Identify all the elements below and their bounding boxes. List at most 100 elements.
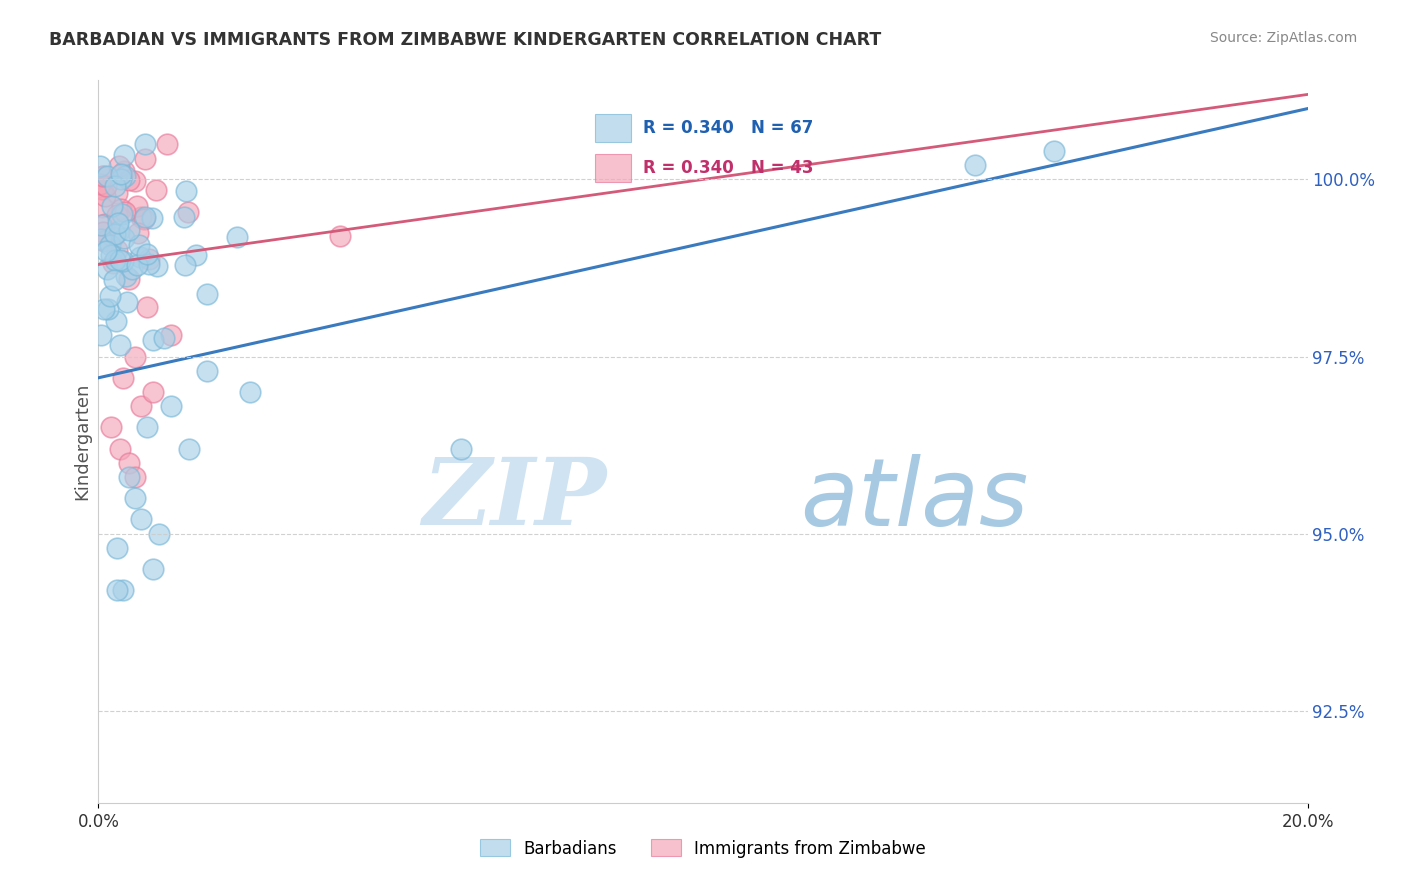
Point xyxy=(195,364,218,378)
Point xyxy=(118,456,141,470)
Point xyxy=(173,210,195,224)
Point xyxy=(145,184,167,198)
Point xyxy=(121,262,143,277)
Point xyxy=(111,583,134,598)
Point xyxy=(90,328,112,343)
Point xyxy=(103,230,125,244)
Point xyxy=(89,180,111,194)
Point xyxy=(134,210,156,224)
Point xyxy=(239,384,262,399)
Point xyxy=(160,399,183,413)
Point xyxy=(105,583,128,598)
Point xyxy=(91,169,114,183)
Point xyxy=(114,169,136,183)
Point xyxy=(128,250,150,264)
Point xyxy=(118,470,141,484)
Point xyxy=(104,227,127,241)
Point xyxy=(105,541,128,555)
Point xyxy=(90,182,112,196)
Point xyxy=(110,338,132,352)
Point xyxy=(90,231,112,245)
Point xyxy=(89,177,111,191)
Point xyxy=(134,153,156,167)
Text: BARBADIAN VS IMMIGRANTS FROM ZIMBABWE KINDERGARTEN CORRELATION CHART: BARBADIAN VS IMMIGRANTS FROM ZIMBABWE KI… xyxy=(49,31,882,49)
Point xyxy=(132,211,155,226)
Bar xyxy=(595,154,631,182)
Point xyxy=(90,219,112,233)
Point xyxy=(142,384,165,399)
Point xyxy=(104,314,127,328)
Point xyxy=(110,202,132,216)
Point xyxy=(98,289,121,303)
Point xyxy=(112,148,135,162)
Point xyxy=(148,526,170,541)
Point xyxy=(184,248,207,262)
Point xyxy=(107,216,129,230)
Point xyxy=(91,225,114,239)
Point xyxy=(142,562,165,576)
Point xyxy=(1042,144,1064,158)
Point xyxy=(105,244,128,258)
Point xyxy=(124,470,146,484)
Point xyxy=(174,184,197,198)
Point xyxy=(96,169,118,183)
Point xyxy=(117,295,139,310)
Text: atlas: atlas xyxy=(800,454,1028,545)
Point xyxy=(125,199,148,213)
Point xyxy=(103,272,125,286)
Bar xyxy=(595,114,631,142)
Point xyxy=(153,331,176,345)
Text: Source: ZipAtlas.com: Source: ZipAtlas.com xyxy=(1209,31,1357,45)
Point xyxy=(93,301,115,316)
Point xyxy=(114,164,136,178)
Point xyxy=(141,211,163,225)
Point xyxy=(101,199,124,213)
Point xyxy=(110,172,132,186)
Point xyxy=(177,205,200,219)
Point xyxy=(129,512,152,526)
Point xyxy=(111,371,134,385)
Point xyxy=(114,205,136,219)
Point xyxy=(108,224,131,238)
Point xyxy=(135,300,157,314)
Point xyxy=(98,238,121,252)
Point xyxy=(104,252,127,267)
Point xyxy=(142,333,165,347)
Point xyxy=(127,258,149,272)
Point xyxy=(160,328,183,343)
Point xyxy=(108,159,131,173)
Point xyxy=(105,186,128,200)
Point xyxy=(108,442,131,456)
Point xyxy=(118,173,141,187)
Point xyxy=(94,217,117,231)
Point xyxy=(128,238,150,252)
Point xyxy=(146,259,169,273)
Point xyxy=(118,222,141,236)
Point xyxy=(111,253,134,268)
Point xyxy=(179,442,201,456)
Legend: Barbadians, Immigrants from Zimbabwe: Barbadians, Immigrants from Zimbabwe xyxy=(474,833,932,864)
Point xyxy=(124,350,146,364)
Point xyxy=(450,442,472,456)
Point xyxy=(89,159,111,173)
Point xyxy=(134,136,156,151)
Point xyxy=(115,269,138,284)
Point xyxy=(100,420,122,434)
Point xyxy=(124,491,146,506)
Point xyxy=(225,230,247,244)
Point xyxy=(94,244,117,258)
Y-axis label: Kindergarten: Kindergarten xyxy=(73,383,91,500)
Point xyxy=(135,420,157,434)
Point xyxy=(101,256,124,270)
Text: ZIP: ZIP xyxy=(422,454,606,544)
Point xyxy=(127,227,149,241)
Point xyxy=(105,209,128,223)
Point xyxy=(965,158,987,172)
Point xyxy=(110,252,132,267)
Point xyxy=(124,174,146,188)
Point xyxy=(138,252,160,266)
Point xyxy=(195,287,218,301)
Text: R = 0.340   N = 67: R = 0.340 N = 67 xyxy=(643,119,813,136)
Point xyxy=(329,229,352,244)
Point xyxy=(104,178,127,193)
